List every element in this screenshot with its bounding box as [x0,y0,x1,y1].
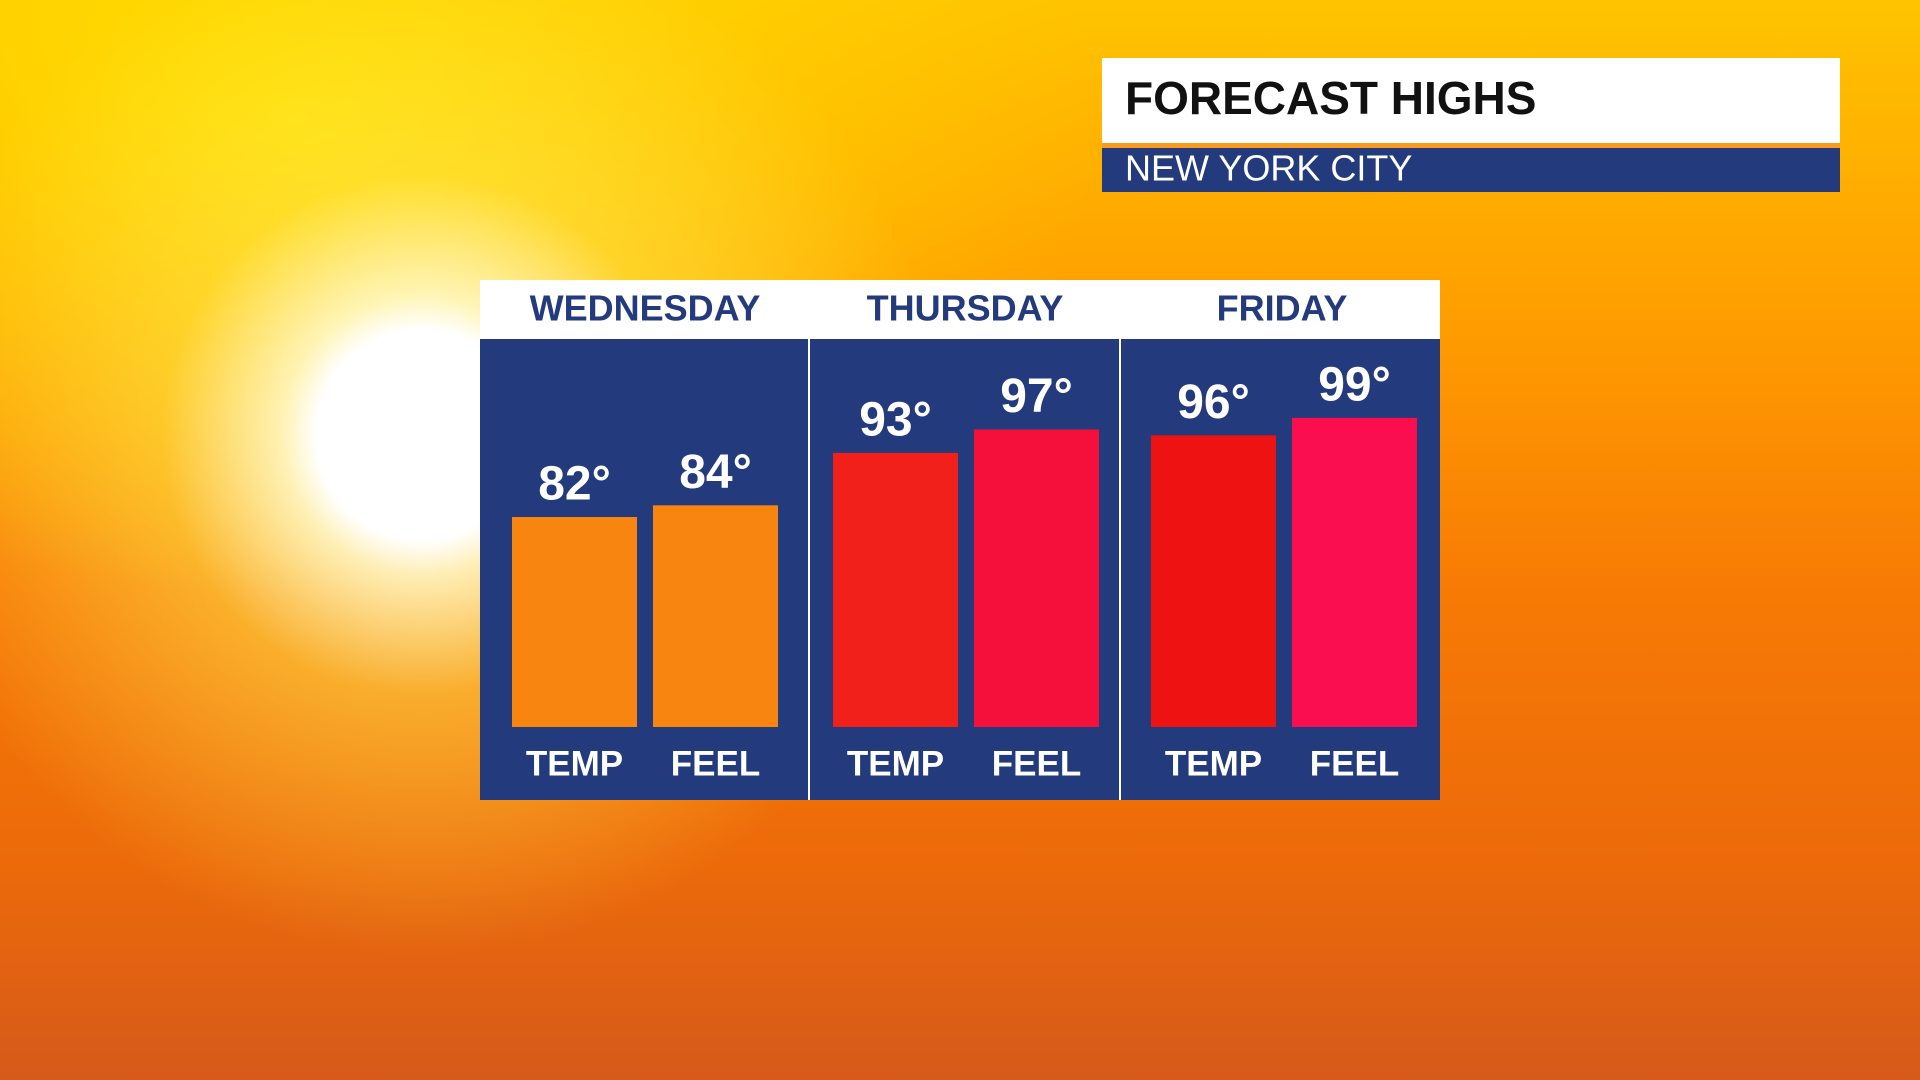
chart-subtitle: NEW YORK CITY [1125,148,1412,189]
series-label: FEEL [992,744,1081,783]
title-rule [1102,143,1840,148]
value-label: 93° [859,394,932,447]
bar [1292,417,1417,727]
value-label: 97° [1000,370,1073,423]
category-label: WEDNESDAY [530,288,761,329]
value-label: 82° [538,458,611,511]
bar [653,505,778,727]
subtitle-box [1102,148,1840,192]
series-label: TEMP [1165,744,1262,783]
bar [974,429,1099,727]
bar [833,452,958,727]
value-label: 99° [1318,359,1391,412]
value-label: 84° [679,446,752,499]
series-label: TEMP [847,744,944,783]
category-label: FRIDAY [1217,288,1348,329]
panel [480,339,1440,800]
value-label: 96° [1177,376,1250,429]
header-strip [480,280,1440,339]
series-label: FEEL [671,744,760,783]
chart-title: FORECAST HIGHS [1125,72,1536,124]
bar [512,517,637,727]
bar [1151,435,1276,727]
series-label: TEMP [526,744,623,783]
category-label: THURSDAY [867,288,1064,329]
title-box [1102,58,1840,143]
series-label: FEEL [1310,744,1399,783]
